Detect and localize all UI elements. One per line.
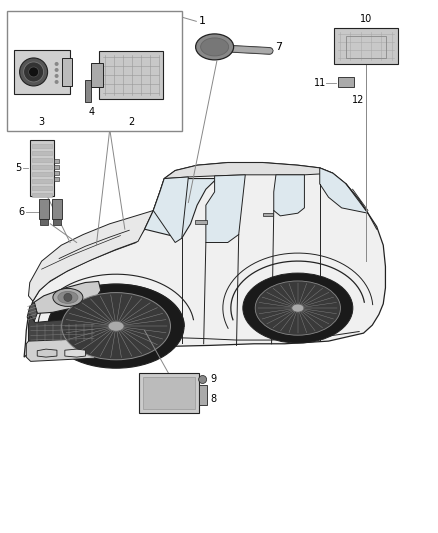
Bar: [39, 199, 49, 220]
Bar: [53, 171, 59, 175]
Bar: [195, 220, 207, 224]
Ellipse shape: [24, 62, 44, 82]
Text: 4: 4: [89, 107, 95, 117]
Ellipse shape: [28, 67, 39, 77]
Text: 12: 12: [352, 95, 364, 105]
Ellipse shape: [48, 284, 184, 368]
Ellipse shape: [62, 293, 170, 360]
Text: 6: 6: [18, 207, 24, 217]
Bar: [62, 58, 71, 86]
Bar: [32, 172, 52, 176]
Ellipse shape: [201, 38, 229, 56]
Text: 3: 3: [39, 117, 45, 126]
Circle shape: [55, 74, 59, 78]
Circle shape: [55, 80, 59, 84]
Ellipse shape: [255, 281, 340, 335]
Bar: [32, 179, 52, 183]
Ellipse shape: [243, 273, 353, 343]
Bar: [52, 199, 62, 220]
Text: 5: 5: [15, 163, 21, 173]
Circle shape: [198, 375, 207, 383]
Polygon shape: [26, 338, 96, 361]
Bar: [32, 186, 52, 190]
Ellipse shape: [108, 321, 124, 331]
Ellipse shape: [20, 58, 48, 86]
Circle shape: [55, 68, 59, 72]
Ellipse shape: [196, 34, 233, 60]
Polygon shape: [65, 349, 85, 357]
Text: 1: 1: [199, 17, 206, 26]
Bar: [334, 28, 398, 64]
Bar: [7, 11, 182, 131]
Bar: [53, 159, 59, 163]
Polygon shape: [28, 314, 96, 344]
Polygon shape: [320, 168, 368, 213]
Bar: [32, 193, 52, 197]
Ellipse shape: [58, 292, 78, 303]
Circle shape: [64, 293, 72, 302]
Bar: [53, 220, 61, 225]
Bar: [139, 374, 198, 414]
Bar: [53, 165, 59, 169]
Circle shape: [55, 62, 59, 66]
Polygon shape: [153, 177, 188, 243]
Ellipse shape: [292, 304, 304, 312]
Polygon shape: [145, 179, 217, 238]
Polygon shape: [34, 281, 101, 313]
Bar: [143, 377, 194, 409]
Bar: [92, 62, 103, 87]
Bar: [99, 51, 163, 99]
Polygon shape: [164, 163, 333, 179]
Polygon shape: [274, 175, 304, 216]
Text: 2: 2: [128, 117, 134, 126]
Bar: [198, 385, 207, 406]
Bar: [32, 165, 52, 169]
Text: 10: 10: [360, 14, 372, 24]
Text: 8: 8: [211, 394, 217, 405]
Polygon shape: [27, 302, 37, 325]
Bar: [32, 158, 52, 162]
Bar: [32, 144, 52, 148]
Bar: [338, 77, 354, 87]
Polygon shape: [28, 211, 153, 301]
Bar: [30, 140, 53, 196]
Bar: [14, 50, 70, 94]
Bar: [346, 36, 386, 58]
Bar: [40, 220, 48, 225]
Polygon shape: [37, 349, 57, 357]
Bar: [263, 213, 273, 216]
Polygon shape: [24, 163, 385, 357]
Ellipse shape: [53, 288, 83, 306]
Bar: [32, 151, 52, 155]
Text: 7: 7: [276, 42, 283, 52]
Bar: [53, 177, 59, 181]
Polygon shape: [206, 175, 245, 243]
Bar: [85, 80, 92, 102]
Text: 9: 9: [211, 375, 217, 384]
Text: 11: 11: [314, 78, 326, 87]
